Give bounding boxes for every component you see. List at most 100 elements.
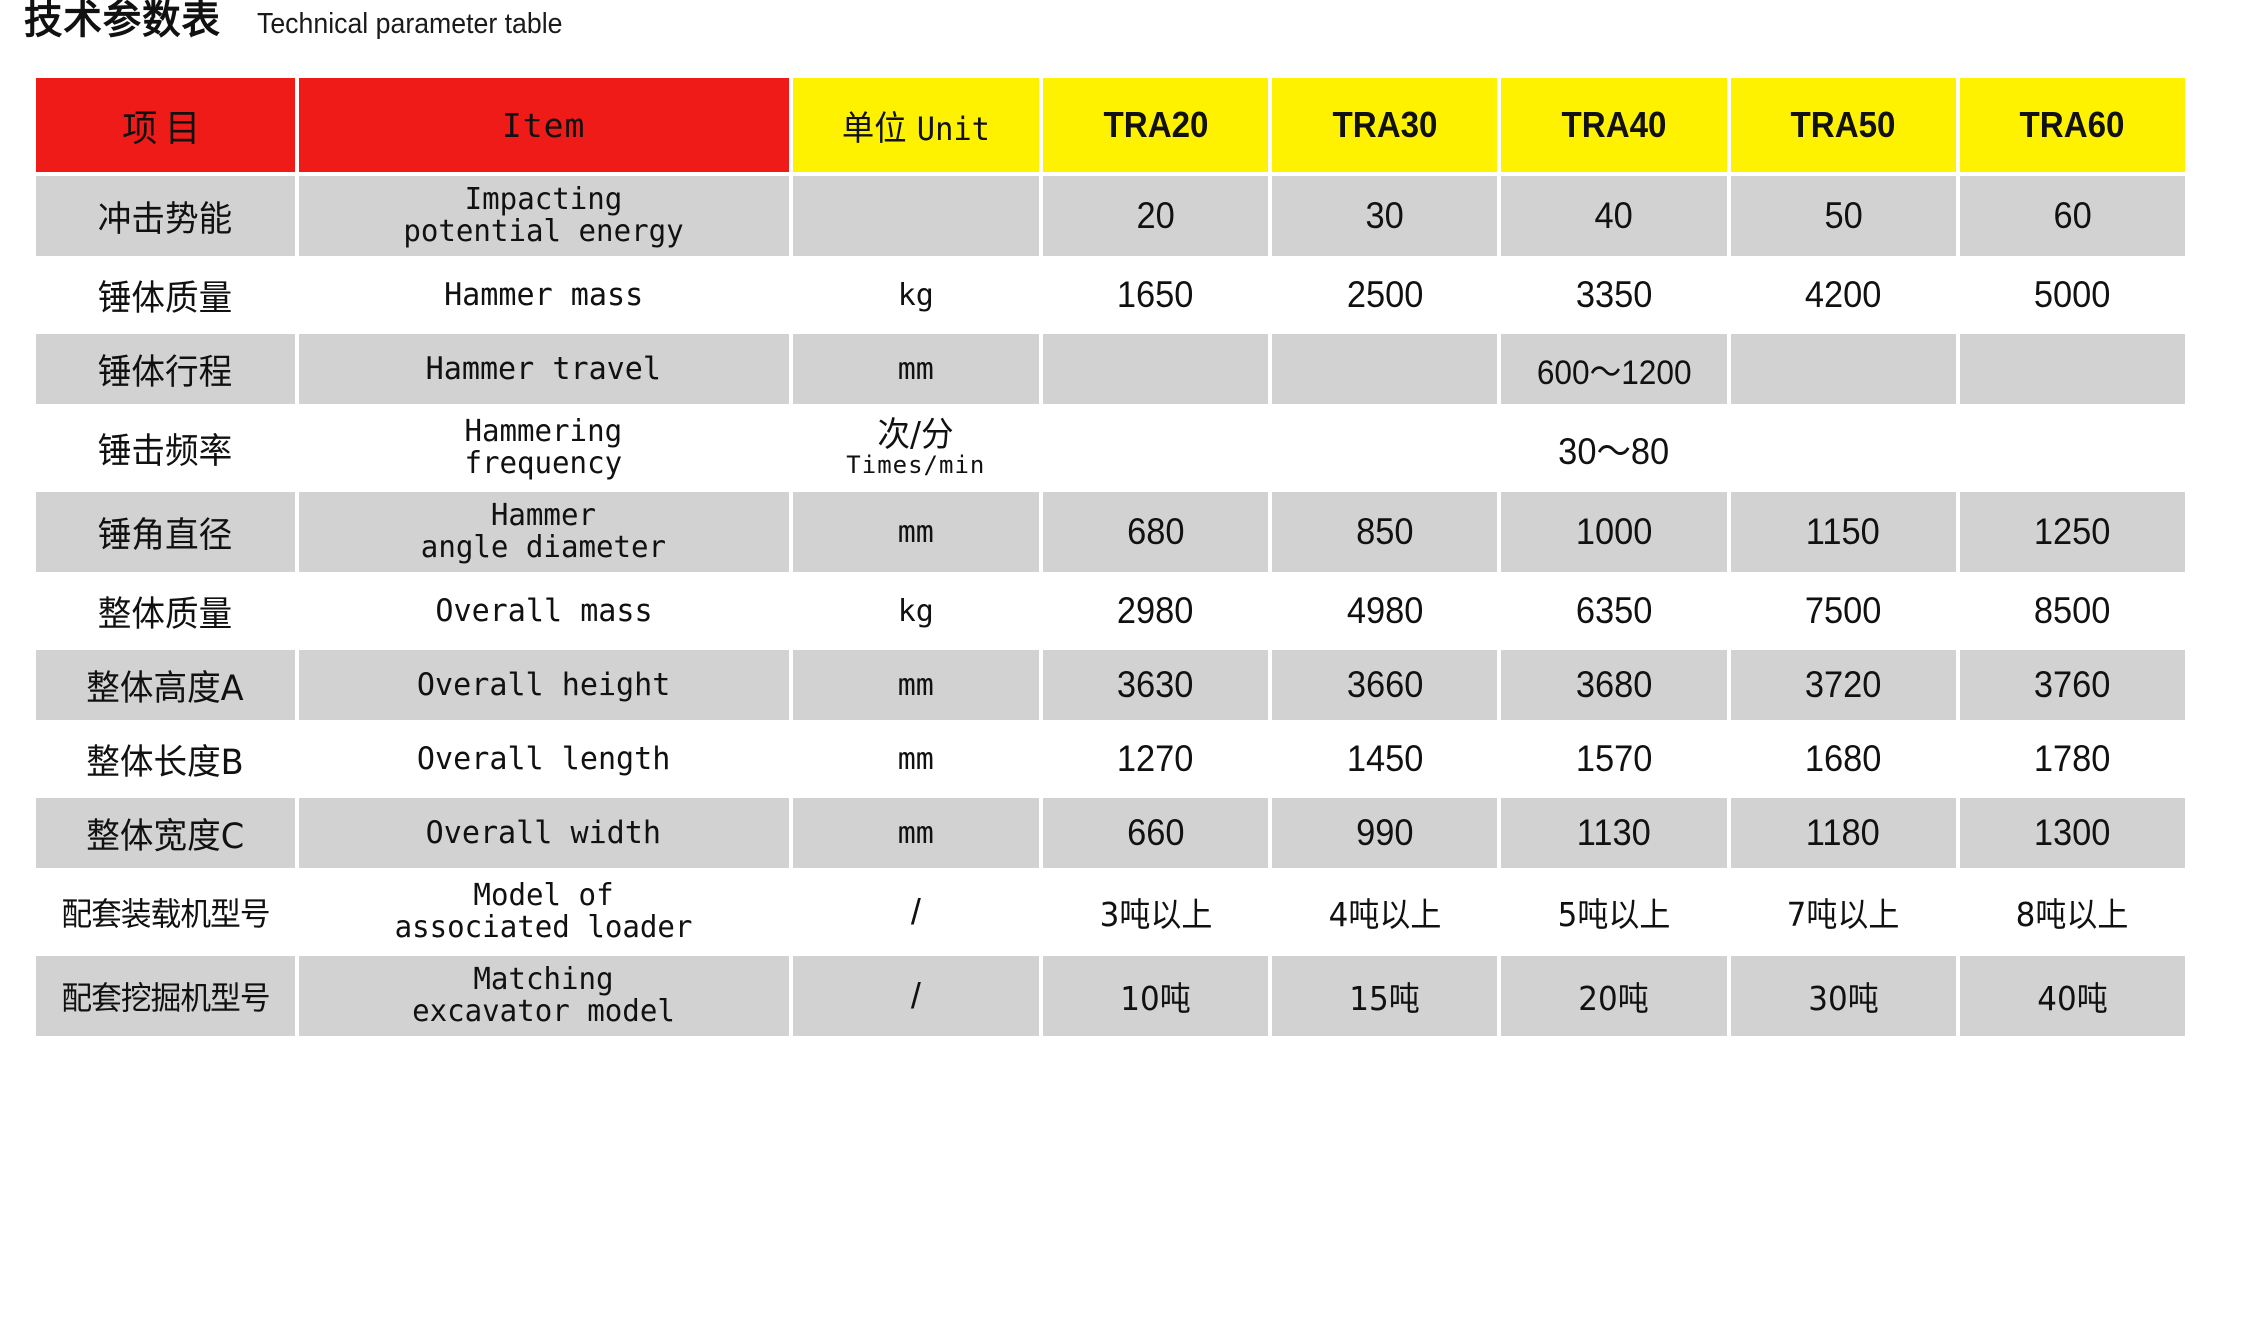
row-value-tra50: 50	[1730, 176, 1956, 256]
row-name-en: Hammer travel	[298, 334, 789, 404]
row-value-tra50: 4200	[1730, 260, 1956, 330]
row-value-tra60: 60	[1959, 176, 2185, 256]
row-value-tra60: 1300	[1959, 798, 2185, 868]
row-name-en: Hammer mass	[298, 260, 789, 330]
row-value-tra30: 4980	[1272, 576, 1498, 646]
row-value-tra20: 680	[1043, 492, 1269, 572]
row-unit: mm	[792, 492, 1040, 572]
row-value-tra40: 1570	[1501, 724, 1727, 794]
header-model-label: TRA60	[2019, 104, 2125, 145]
row-name-cn: 锤体行程	[36, 334, 295, 404]
row-name-en-text: Hammer mass	[444, 276, 644, 313]
row-value-tra30: 15吨	[1272, 956, 1498, 1036]
row-value-tra20: 3吨以上	[1043, 872, 1269, 952]
row-value-tra30: 3660	[1272, 650, 1498, 720]
header-row: 项目 Item 单位 Unit TRA20 TRA30 TRA40	[36, 78, 2185, 172]
row-value-tra40: 6350	[1501, 576, 1727, 646]
row-name-en: Overall width	[298, 798, 789, 868]
row-value-tra50	[1730, 408, 1956, 488]
header-model-tra20: TRA20	[1043, 78, 1269, 172]
row-value-tra40: 20吨	[1501, 956, 1727, 1036]
row-name-en: Impacting potential energy	[298, 176, 789, 256]
table-body: 冲击势能 Impacting potential energy 20 30 40 …	[36, 176, 2185, 1036]
row-unit: kg	[792, 576, 1040, 646]
row-value-tra40: 5吨以上	[1501, 872, 1727, 952]
row-unit-en: Times/min	[846, 451, 986, 480]
table-row: 锤击频率 Hammering frequency 次/分 Times/min 30…	[36, 408, 2185, 488]
row-value-tra40: 1130	[1501, 798, 1727, 868]
row-value-tra60: 1780	[1959, 724, 2185, 794]
row-value-tra50: 1150	[1730, 492, 1956, 572]
row-name-en: Model of associated loader	[298, 872, 789, 952]
row-name-en-text: Impacting potential energy	[403, 182, 684, 249]
row-value-tra20	[1043, 408, 1269, 488]
row-value-tra40: 3350	[1501, 260, 1727, 330]
row-name-en-text: Overall height	[416, 666, 671, 703]
row-name-cn: 整体宽度C	[36, 798, 295, 868]
header-model-label: TRA20	[1103, 104, 1209, 145]
header-model-label: TRA40	[1561, 104, 1667, 145]
row-value-tra60	[1959, 408, 2185, 488]
row-value-tra60: 1250	[1959, 492, 2185, 572]
row-name-en-text: Model of associated loader	[394, 878, 693, 945]
row-value-tra50: 30吨	[1730, 956, 1956, 1036]
header-unit: 单位 Unit	[792, 78, 1040, 172]
table-head: 项目 Item 单位 Unit TRA20 TRA30 TRA40	[36, 78, 2185, 172]
row-value-tra20: 2980	[1043, 576, 1269, 646]
header-item-en: Item	[298, 78, 789, 172]
row-value-tra20	[1043, 334, 1269, 404]
row-name-en: Overall height	[298, 650, 789, 720]
row-unit-stack: 次/分 Times/min	[846, 417, 986, 480]
row-name-cn: 锤体质量	[36, 260, 295, 330]
row-value-tra30: 850	[1272, 492, 1498, 572]
table-row: 整体宽度C Overall width mm 660 990 1130 1180…	[36, 798, 2185, 868]
table-row: 整体高度A Overall height mm 3630 3660 3680 3…	[36, 650, 2185, 720]
row-name-cn: 锤击频率	[36, 408, 295, 488]
row-value-tra50	[1730, 334, 1956, 404]
row-value-tra20: 1650	[1043, 260, 1269, 330]
row-value-tra30: 1450	[1272, 724, 1498, 794]
row-name-cn: 配套挖掘机型号	[36, 956, 295, 1036]
row-unit: /	[792, 956, 1040, 1036]
row-value-tra20: 10吨	[1043, 956, 1269, 1036]
row-name-cn: 配套装载机型号	[36, 872, 295, 952]
header-unit-label: 单位 Unit	[841, 108, 990, 149]
row-value-tra20: 20	[1043, 176, 1269, 256]
row-value-tra30: 990	[1272, 798, 1498, 868]
table-row: 冲击势能 Impacting potential energy 20 30 40 …	[36, 176, 2185, 256]
page-title-en: Technical parameter table	[257, 8, 563, 40]
table-row: 锤角直径 Hammer angle diameter mm 680 850 100…	[36, 492, 2185, 572]
row-value-tra60	[1959, 334, 2185, 404]
row-value-tra60: 8500	[1959, 576, 2185, 646]
row-value-tra40: 3680	[1501, 650, 1727, 720]
row-unit	[792, 176, 1040, 256]
row-value-tra50: 7500	[1730, 576, 1956, 646]
row-unit: 次/分 Times/min	[792, 408, 1040, 488]
row-value-span: 30～80	[1501, 408, 1727, 488]
row-name-en: Hammer angle diameter	[298, 492, 789, 572]
row-value-tra50: 3720	[1730, 650, 1956, 720]
header-model-tra50: TRA50	[1730, 78, 1956, 172]
row-value-tra40: 40	[1501, 176, 1727, 256]
header-item-en-label: Item	[501, 105, 586, 145]
row-name-en: Overall length	[298, 724, 789, 794]
row-value-tra60: 3760	[1959, 650, 2185, 720]
row-value-tra50: 1680	[1730, 724, 1956, 794]
row-unit: mm	[792, 334, 1040, 404]
row-value-tra20: 1270	[1043, 724, 1269, 794]
row-unit: mm	[792, 798, 1040, 868]
header-model-label: TRA30	[1332, 104, 1438, 145]
table-row: 锤体质量 Hammer mass kg 1650 2500 3350 4200 …	[36, 260, 2185, 330]
row-unit: /	[792, 872, 1040, 952]
technical-parameter-table: 项目 Item 单位 Unit TRA20 TRA30 TRA40	[32, 74, 2189, 1040]
row-value-tra30: 30	[1272, 176, 1498, 256]
row-name-cn: 锤角直径	[36, 492, 295, 572]
row-name-en-text: Hammer angle diameter	[420, 498, 667, 565]
row-name-en: Overall mass	[298, 576, 789, 646]
table-row: 配套装载机型号 Model of associated loader / 3吨以上…	[36, 872, 2185, 952]
row-value-tra30	[1272, 334, 1498, 404]
table-row: 整体质量 Overall mass kg 2980 4980 6350 7500…	[36, 576, 2185, 646]
header-item-cn: 项目	[36, 78, 295, 172]
row-value-tra50: 7吨以上	[1730, 872, 1956, 952]
header-item-cn-label: 项目	[122, 107, 209, 150]
